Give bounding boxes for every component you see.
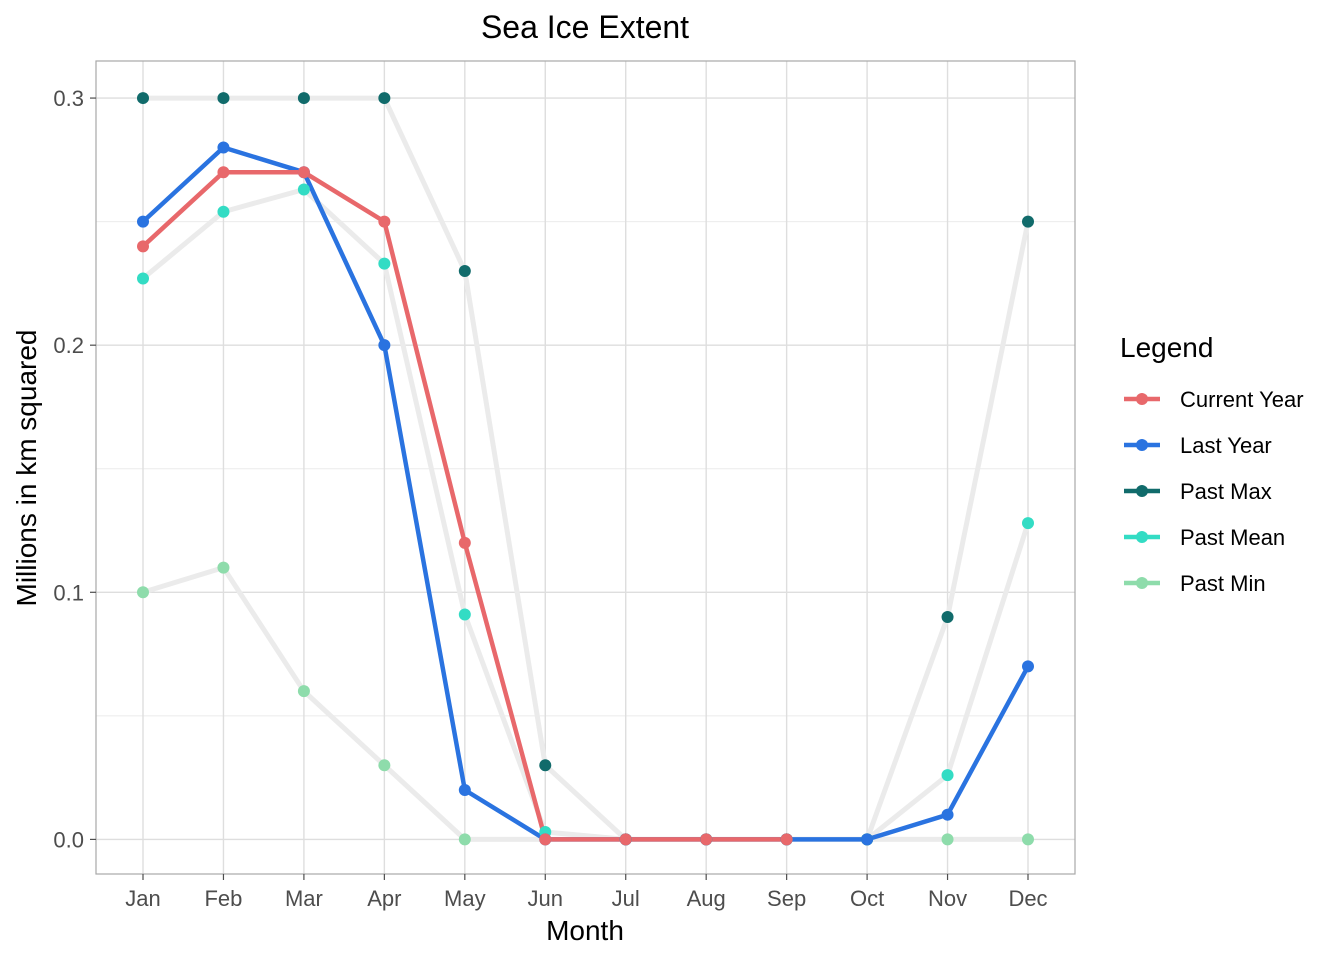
x-tick-label: Sep bbox=[767, 886, 806, 911]
legend-key-point bbox=[1136, 577, 1148, 589]
legend-key-point bbox=[1136, 485, 1148, 497]
point-past-max-jun bbox=[539, 759, 552, 772]
x-tick-label: Aug bbox=[687, 886, 726, 911]
y-tick-label: 0.3 bbox=[53, 86, 84, 111]
line-past-mean bbox=[140, 187, 1031, 842]
point-current-year-jul bbox=[619, 833, 632, 846]
chart-title: Sea Ice Extent bbox=[481, 9, 689, 45]
point-past-max-nov bbox=[941, 611, 954, 624]
point-past-mean-may bbox=[458, 608, 471, 621]
point-current-year-mar bbox=[297, 166, 310, 179]
point-current-year-aug bbox=[700, 833, 713, 846]
point-past-mean-apr bbox=[378, 257, 391, 270]
series-points bbox=[137, 92, 1034, 846]
point-past-mean-nov bbox=[941, 769, 954, 782]
legend-label: Past Max bbox=[1180, 479, 1272, 504]
point-current-year-apr bbox=[378, 215, 391, 228]
x-tick-label: Mar bbox=[285, 886, 323, 911]
legend-item-past-mean: Past Mean bbox=[1124, 525, 1285, 550]
point-past-mean-mar bbox=[297, 183, 310, 196]
legend-key-point bbox=[1136, 439, 1148, 451]
point-past-min-feb bbox=[217, 561, 230, 574]
legend-key-point bbox=[1136, 393, 1148, 405]
point-past-max-dec bbox=[1022, 215, 1034, 228]
x-tick-label: Nov bbox=[928, 886, 967, 911]
x-tick-label: Dec bbox=[1008, 886, 1047, 911]
legend-key-point bbox=[1136, 531, 1148, 543]
point-past-min-dec bbox=[1022, 833, 1034, 846]
point-last-year-nov bbox=[941, 808, 954, 821]
y-axis-ticks: 0.0 0.1 0.2 0.3 bbox=[53, 86, 96, 852]
point-past-max-apr bbox=[378, 92, 391, 105]
x-tick-label: Feb bbox=[204, 886, 242, 911]
legend-item-current-year: Current Year bbox=[1124, 387, 1304, 412]
legend-item-last-year: Last Year bbox=[1124, 433, 1272, 458]
point-current-year-feb bbox=[217, 166, 230, 179]
y-tick-label: 0.0 bbox=[53, 827, 84, 852]
point-current-year-sep bbox=[780, 833, 793, 846]
point-last-year-oct bbox=[861, 833, 874, 846]
x-axis-ticks: Jan Feb Mar Apr May Jun Jul Aug Sep Oct Nov Dec bbox=[125, 874, 1048, 911]
x-tick-label: Jul bbox=[612, 886, 640, 911]
point-current-year-jun bbox=[539, 833, 552, 846]
point-last-year-apr bbox=[378, 339, 391, 352]
legend-label: Past Mean bbox=[1180, 525, 1285, 550]
legend-title: Legend bbox=[1120, 332, 1213, 363]
x-tick-label: May bbox=[444, 886, 486, 911]
legend-item-past-max: Past Max bbox=[1124, 479, 1272, 504]
x-tick-label: Jan bbox=[125, 886, 160, 911]
point-current-year-may bbox=[458, 536, 471, 549]
point-past-max-jan bbox=[137, 92, 149, 105]
y-tick-label: 0.2 bbox=[53, 333, 84, 358]
point-past-max-mar bbox=[297, 92, 310, 105]
point-past-mean-feb bbox=[217, 205, 230, 218]
point-past-mean-dec bbox=[1022, 517, 1034, 530]
legend-label: Last Year bbox=[1180, 433, 1272, 458]
point-past-min-jan bbox=[137, 586, 149, 599]
grid bbox=[96, 61, 1075, 874]
y-tick-label: 0.1 bbox=[53, 580, 84, 605]
y-axis-title: Millions in km squared bbox=[11, 330, 42, 607]
point-past-max-may bbox=[458, 265, 471, 278]
point-past-min-apr bbox=[378, 759, 391, 772]
point-past-min-nov bbox=[941, 833, 954, 846]
legend-label: Past Min bbox=[1180, 571, 1266, 596]
point-past-max-feb bbox=[217, 92, 230, 105]
point-past-min-mar bbox=[297, 685, 310, 698]
x-tick-label: Jun bbox=[528, 886, 563, 911]
line-past-max bbox=[140, 95, 1031, 842]
point-last-year-feb bbox=[217, 141, 230, 154]
panel-border bbox=[95, 60, 1076, 875]
point-past-min-may bbox=[458, 833, 471, 846]
point-last-year-may bbox=[458, 783, 471, 796]
legend-label: Current Year bbox=[1180, 387, 1304, 412]
point-current-year-jan bbox=[137, 240, 149, 253]
point-last-year-jan bbox=[137, 215, 149, 228]
legend: Legend Current Year Last Year Past Max Past… bbox=[1120, 332, 1304, 596]
point-last-year-dec bbox=[1022, 660, 1034, 673]
legend-item-past-min: Past Min bbox=[1124, 571, 1266, 596]
x-axis-title: Month bbox=[546, 915, 624, 946]
point-past-mean-jan bbox=[137, 272, 149, 285]
x-tick-label: Oct bbox=[850, 886, 884, 911]
x-tick-label: Apr bbox=[367, 886, 401, 911]
